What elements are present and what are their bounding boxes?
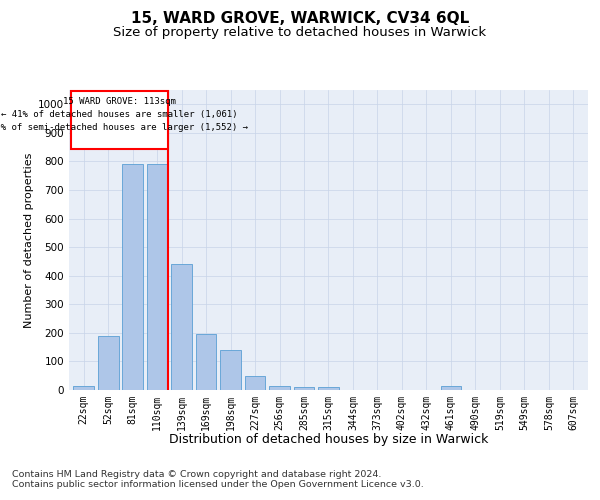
Bar	[318, 387, 339, 390]
Bar	[440, 386, 461, 390]
Bar	[98, 336, 119, 390]
Text: Size of property relative to detached houses in Warwick: Size of property relative to detached ho…	[113, 26, 487, 39]
Text: Distribution of detached houses by size in Warwick: Distribution of detached houses by size …	[169, 432, 488, 446]
Bar	[122, 164, 143, 390]
Bar	[245, 376, 265, 390]
Bar	[73, 386, 94, 390]
FancyBboxPatch shape	[71, 92, 167, 148]
Bar	[171, 264, 192, 390]
Text: Contains public sector information licensed under the Open Government Licence v3: Contains public sector information licen…	[12, 480, 424, 489]
Text: 59% of semi-detached houses are larger (1,552) →: 59% of semi-detached houses are larger (…	[0, 122, 248, 132]
Text: ← 41% of detached houses are smaller (1,061): ← 41% of detached houses are smaller (1,…	[1, 110, 238, 119]
Text: 15, WARD GROVE, WARWICK, CV34 6QL: 15, WARD GROVE, WARWICK, CV34 6QL	[131, 11, 469, 26]
Text: 15 WARD GROVE: 113sqm: 15 WARD GROVE: 113sqm	[63, 97, 176, 106]
Bar	[293, 387, 314, 390]
Bar	[196, 334, 217, 390]
Bar	[220, 350, 241, 390]
Bar	[147, 164, 167, 390]
Text: Contains HM Land Registry data © Crown copyright and database right 2024.: Contains HM Land Registry data © Crown c…	[12, 470, 382, 479]
Y-axis label: Number of detached properties: Number of detached properties	[24, 152, 34, 328]
Bar	[269, 386, 290, 390]
